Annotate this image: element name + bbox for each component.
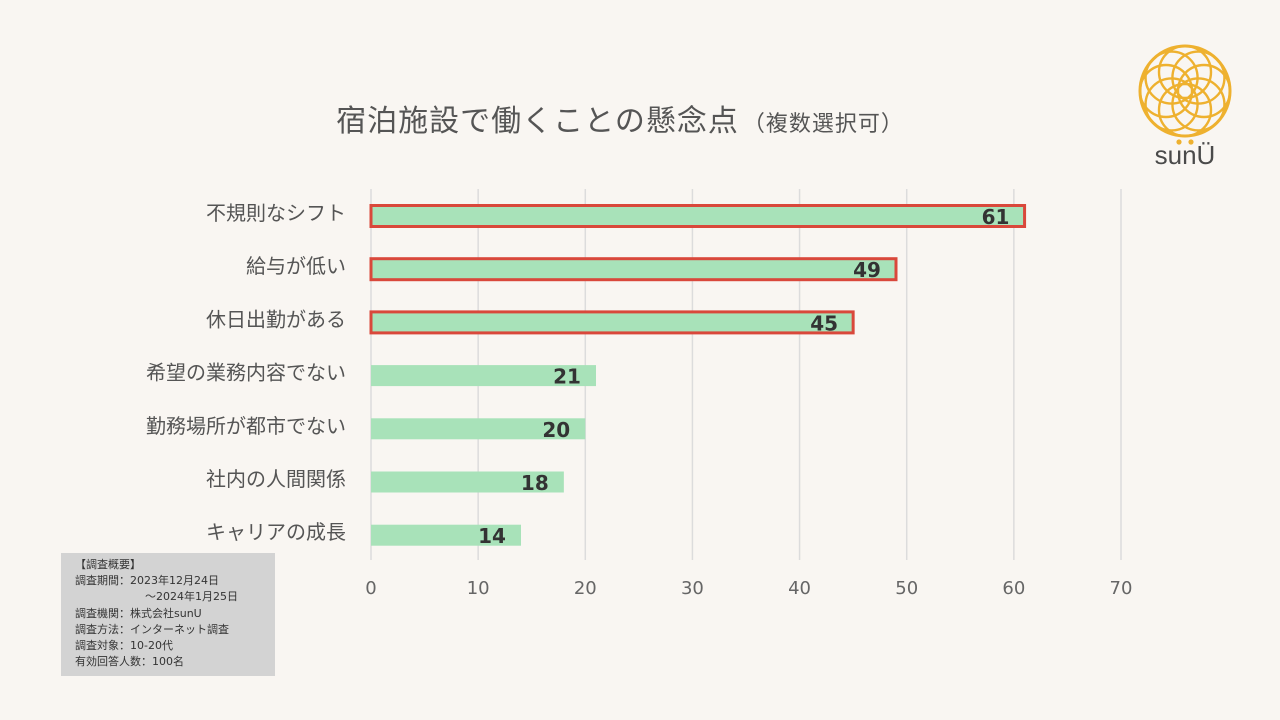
data-label: 61 bbox=[982, 205, 1010, 229]
x-tick-label: 0 bbox=[365, 578, 376, 599]
x-tick-label: 40 bbox=[788, 578, 811, 599]
bar bbox=[371, 471, 564, 493]
summary-period-end: ～2024年1月25日 bbox=[145, 590, 238, 604]
data-label: 18 bbox=[521, 471, 549, 495]
data-label: 21 bbox=[553, 365, 581, 389]
summary-period: 調査期間：2023年12月24日 bbox=[75, 574, 219, 588]
sunu-logo-icon bbox=[1138, 44, 1232, 145]
x-tick-label: 20 bbox=[574, 578, 597, 599]
chart-title-sub: （複数選択可） bbox=[742, 112, 904, 137]
data-label: 14 bbox=[478, 524, 506, 548]
x-tick-label: 60 bbox=[1002, 578, 1025, 599]
bar bbox=[369, 257, 898, 282]
bar bbox=[371, 418, 586, 440]
bar bbox=[371, 365, 596, 387]
x-tick-label: 70 bbox=[1110, 578, 1133, 599]
summary-heading: 【調査概要】 bbox=[75, 558, 141, 571]
x-tick-label: 30 bbox=[681, 578, 704, 599]
x-tick-label: 10 bbox=[467, 578, 490, 599]
data-label: 45 bbox=[810, 311, 838, 335]
summary-target: 調査対象：10-20代 bbox=[75, 639, 173, 653]
bar bbox=[369, 310, 855, 335]
category-label: キャリアの成長 bbox=[206, 520, 346, 544]
survey-summary: 【調査概要】 調査期間：2023年12月24日 ～2024年1月25日 調査機関… bbox=[61, 553, 275, 676]
category-label: 給与が低い bbox=[246, 254, 346, 278]
category-label: 不規則なシフト bbox=[206, 201, 346, 225]
logo-text: sunÜ bbox=[1154, 140, 1216, 170]
category-label: 休日出勤がある bbox=[206, 307, 346, 331]
summary-method: 調査方法：インターネット調査 bbox=[75, 622, 229, 636]
category-label: 社内の人間関係 bbox=[206, 467, 346, 491]
x-tick-label: 50 bbox=[895, 578, 918, 599]
bar bbox=[369, 204, 1027, 228]
data-label: 49 bbox=[853, 258, 881, 282]
data-label: 20 bbox=[542, 418, 570, 442]
category-label: 勤務場所が都市でない bbox=[146, 414, 346, 438]
chart-title-main: 宿泊施設で働くことの懸念点 bbox=[336, 104, 739, 139]
chart-title: 宿泊施設で働くことの懸念点 （複数選択可） bbox=[0, 96, 1240, 140]
summary-respondents: 有効回答人数：100名 bbox=[75, 655, 184, 669]
category-label: 希望の業務内容でない bbox=[146, 361, 346, 385]
summary-org: 調査機関：株式会社sunU bbox=[75, 606, 202, 620]
bar bbox=[371, 524, 521, 546]
